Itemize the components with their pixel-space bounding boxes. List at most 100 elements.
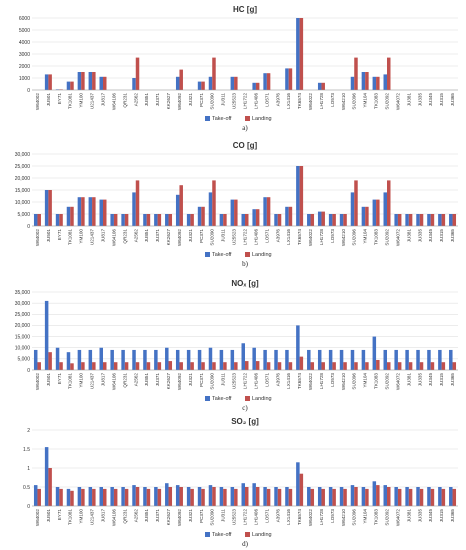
- bar-landing: [48, 468, 52, 506]
- category-label: JU315: [439, 93, 444, 107]
- bar-takeoff: [55, 487, 60, 506]
- category-label: TK1083: [374, 509, 379, 526]
- category-label: JU851: [144, 229, 149, 243]
- category-label: W64022: [308, 93, 313, 111]
- y-tick-label: 0: [27, 88, 30, 94]
- category-label: W64210: [341, 93, 346, 111]
- category-label: YM104: [363, 229, 368, 244]
- bar-takeoff: [219, 214, 224, 226]
- chart-panel-hc: HC [g] 0 1000 2000 3000 4000 5000 6000 W64002 JU5…: [2, 2, 464, 132]
- y-tick-label: 15,000: [15, 334, 31, 340]
- bar-takeoff: [143, 214, 147, 226]
- bar-takeoff: [208, 347, 213, 370]
- category-label: JU817: [101, 93, 106, 107]
- bar-landing: [310, 488, 315, 506]
- chart-caption: b): [242, 260, 249, 268]
- y-tick-label: 6000: [19, 16, 30, 22]
- bar-takeoff: [121, 214, 125, 226]
- bar-landing: [387, 57, 391, 90]
- bar-takeoff: [263, 349, 267, 370]
- bar-takeoff: [252, 209, 256, 226]
- bar-takeoff: [121, 349, 125, 370]
- bar-takeoff: [416, 487, 420, 506]
- bar-takeoff: [449, 349, 453, 370]
- category-label: KK2627: [166, 509, 171, 526]
- legend-swatch: [205, 116, 210, 121]
- bar-landing: [354, 57, 358, 90]
- bar-landing: [310, 362, 315, 370]
- bar-landing: [113, 488, 118, 506]
- bar-takeoff: [339, 349, 344, 370]
- category-label: LH1406: [253, 509, 258, 526]
- category-label: JU501: [46, 93, 51, 107]
- category-label: LH1728: [319, 509, 324, 526]
- category-label: JU817: [101, 509, 106, 523]
- bar-takeoff: [88, 349, 93, 370]
- bar-takeoff: [154, 214, 158, 226]
- legend-swatch: [205, 252, 210, 257]
- bar-landing: [201, 81, 205, 90]
- bar-takeoff: [208, 485, 213, 506]
- bar-takeoff: [416, 214, 420, 226]
- bar-takeoff: [285, 487, 289, 506]
- bar-takeoff: [121, 487, 125, 506]
- bar-takeoff: [66, 488, 71, 506]
- category-label: TK6574: [297, 373, 302, 390]
- bar-takeoff: [99, 487, 103, 506]
- bar-landing: [288, 68, 293, 90]
- bar-takeoff: [154, 349, 158, 370]
- bar-takeoff: [77, 349, 82, 370]
- category-label: JU371: [155, 93, 160, 107]
- bar-landing: [310, 214, 315, 226]
- chart-caption: a): [242, 124, 248, 132]
- category-label: LH1722: [243, 373, 248, 390]
- bar-takeoff: [427, 349, 431, 370]
- chart-title: HC [g]: [233, 5, 257, 14]
- bar-takeoff: [77, 197, 82, 226]
- category-label: JU371: [155, 229, 160, 243]
- bar-takeoff: [317, 349, 322, 370]
- bar-takeoff: [252, 347, 256, 370]
- bar-landing: [321, 362, 325, 370]
- bar-takeoff: [66, 81, 71, 90]
- category-label: EY71: [57, 373, 62, 385]
- category-label: JU365: [450, 229, 455, 243]
- bar-landing: [48, 74, 52, 90]
- category-label: JU321: [188, 509, 193, 523]
- bar-takeoff: [328, 349, 333, 370]
- chart-title: CO [g]: [233, 141, 258, 150]
- bar-landing: [387, 487, 391, 506]
- category-label: YM100: [79, 509, 84, 524]
- bar-landing: [59, 488, 63, 506]
- bar-landing: [441, 488, 446, 506]
- bar-landing: [190, 214, 194, 226]
- legend-swatch: [245, 532, 250, 537]
- bar-takeoff: [154, 487, 158, 506]
- y-tick-label: 2000: [19, 64, 30, 70]
- category-label: LX1416: [286, 93, 291, 109]
- bar-takeoff: [383, 349, 387, 370]
- category-label: JU817: [101, 373, 106, 387]
- bar-landing: [299, 473, 304, 506]
- y-tick-label: 5000: [19, 28, 30, 34]
- bar-takeoff: [197, 206, 202, 226]
- bar-takeoff: [405, 487, 409, 506]
- bar-takeoff: [383, 74, 387, 90]
- legend-label: Take-off: [212, 252, 232, 258]
- bar-landing: [70, 490, 74, 506]
- bar-takeoff: [317, 82, 322, 90]
- legend-label: Take-off: [212, 532, 232, 538]
- y-tick-label: 25,000: [15, 164, 31, 170]
- y-tick-label: 30,000: [15, 301, 31, 307]
- bar-takeoff: [296, 325, 300, 370]
- bar-landing: [113, 214, 118, 226]
- category-label: TK1081: [68, 93, 73, 110]
- bar-takeoff: [110, 214, 114, 226]
- bar-landing: [321, 488, 325, 506]
- bar-landing: [430, 488, 435, 506]
- category-label: W64092: [177, 93, 182, 111]
- bar-takeoff: [263, 197, 267, 226]
- category-label: SU2096: [352, 509, 357, 526]
- category-label: JU345: [428, 229, 433, 243]
- bar-landing: [408, 214, 413, 226]
